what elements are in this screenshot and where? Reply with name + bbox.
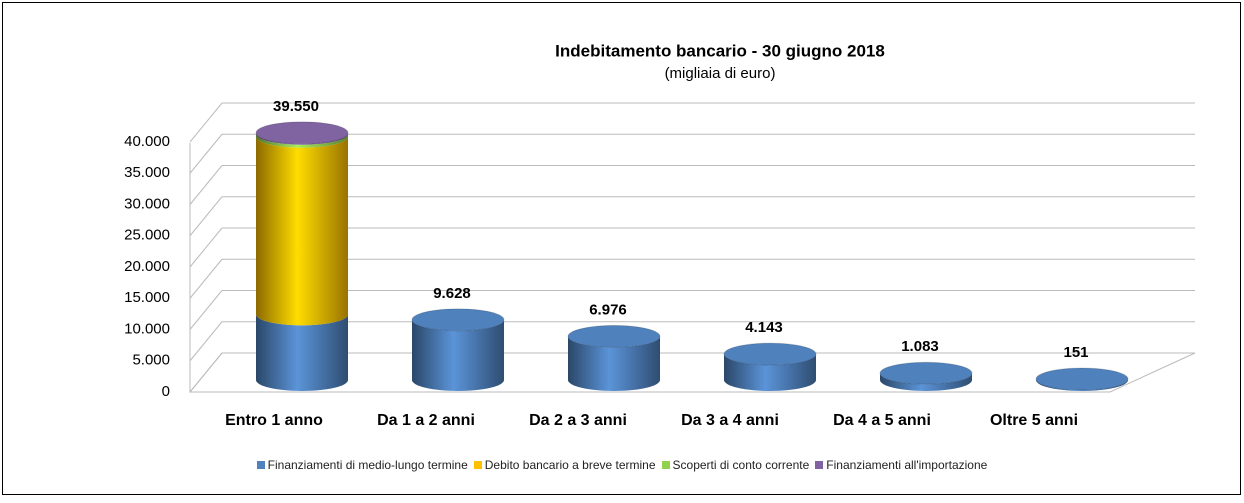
- cylinder-top: [567, 324, 661, 348]
- cylinder-top: [723, 342, 817, 366]
- total-label: 9.628: [433, 285, 471, 302]
- grid-line-side: [189, 196, 223, 237]
- frame: [2, 2, 1241, 495]
- cylinder-top: [255, 121, 349, 145]
- legend-item: Finanziamenti all'importazione: [815, 458, 987, 472]
- y-tick-label: 25.000: [124, 227, 170, 244]
- legend-swatch: [473, 461, 482, 469]
- cylinder-segment: [256, 314, 348, 391]
- cylinder-top: [879, 361, 973, 385]
- legend-item: Scoperti di conto corrente: [661, 458, 810, 472]
- total-label: 4.143: [745, 319, 783, 336]
- legend-swatch: [815, 461, 824, 469]
- cylinder-top: [1035, 367, 1129, 391]
- grid-line-side: [189, 290, 223, 330]
- legend-swatch: [661, 461, 670, 469]
- cylinder-segment: [880, 373, 972, 391]
- cylinder-segment: [724, 354, 816, 391]
- legend-label: Finanziamenti all'importazione: [826, 458, 988, 472]
- y-tick-label: 40.000: [124, 133, 170, 150]
- y-tick-label: 0: [162, 383, 170, 400]
- cylinder-segment: [412, 319, 504, 391]
- x-tick-label: Entro 1 anno: [225, 412, 323, 429]
- chart-title: Indebitamento bancario - 30 giugno 2018: [555, 41, 885, 60]
- x-tick-label: Da 4 a 5 anni: [833, 412, 931, 429]
- grid-line-side: [189, 102, 223, 143]
- grid-line-side: [189, 352, 223, 393]
- cylinder-segment: [256, 136, 348, 326]
- legend-label: Debito bancario a breve termine: [484, 458, 656, 472]
- y-tick-label: 5.000: [132, 352, 170, 369]
- y-tick-label: 35.000: [124, 164, 170, 181]
- grid-line-side: [189, 133, 223, 174]
- chart-subtitle: (migliaia di euro): [665, 65, 776, 82]
- cylinder-top: [411, 308, 505, 332]
- total-label: 39.550: [273, 98, 319, 115]
- grid-line-side: [189, 165, 223, 205]
- grid-line-side: [189, 258, 223, 299]
- x-tick-label: Da 3 a 4 anni: [681, 412, 779, 429]
- total-label: 151: [1063, 344, 1088, 361]
- x-tick-label: Oltre 5 anni: [990, 412, 1078, 429]
- legend-item: Finanziamenti di medio-lungo termine: [256, 458, 468, 472]
- grid-line-side: [189, 321, 223, 362]
- grid-line-side: [189, 227, 223, 268]
- x-tick-label: Da 1 a 2 anni: [377, 412, 475, 429]
- total-label: 1.083: [901, 338, 939, 355]
- y-tick-label: 10.000: [124, 320, 170, 337]
- legend: Finanziamenti di medio-lungo termine Debi…: [0, 458, 1244, 472]
- y-tick-label: 30.000: [124, 195, 170, 212]
- legend-swatch: [256, 461, 265, 469]
- legend-item: Debito bancario a breve termine: [473, 458, 656, 472]
- total-label: 6.976: [589, 301, 627, 318]
- legend-label: Finanziamenti di medio-lungo termine: [267, 458, 468, 472]
- y-tick-label: 15.000: [124, 289, 170, 306]
- cylinder-segment: [568, 336, 660, 391]
- x-tick-label: Da 2 a 3 anni: [529, 412, 627, 429]
- y-tick-label: 20.000: [124, 258, 170, 275]
- cylinder-segment: [256, 133, 348, 148]
- legend-label: Scoperti di conto corrente: [672, 458, 810, 472]
